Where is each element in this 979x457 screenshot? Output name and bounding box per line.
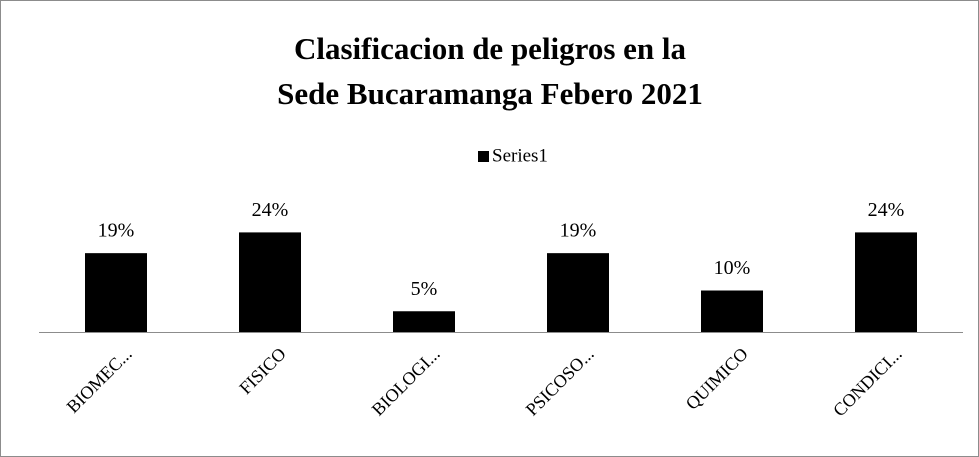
legend-label: Series1 (492, 145, 548, 166)
bar (701, 290, 763, 332)
chart-title: Sede Bucaramanga Febero 2021 (277, 76, 703, 111)
chart-title: Clasificacion de peligros en la (294, 31, 687, 66)
bar (855, 232, 917, 332)
data-label: 10% (714, 257, 751, 279)
data-label: 24% (252, 199, 289, 221)
data-label: 5% (411, 278, 438, 300)
bar (393, 311, 455, 332)
bar (85, 253, 147, 332)
legend-swatch (478, 151, 489, 162)
bar (239, 232, 301, 332)
data-label: 19% (560, 220, 597, 242)
bar (547, 253, 609, 332)
data-label: 19% (98, 220, 135, 242)
data-label: 24% (868, 199, 905, 221)
